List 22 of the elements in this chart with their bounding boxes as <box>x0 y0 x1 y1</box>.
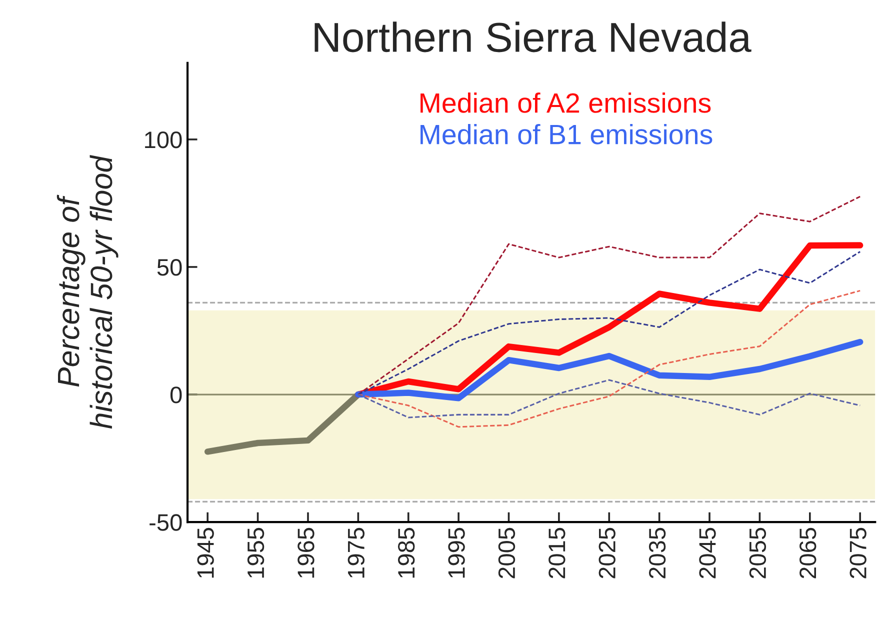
x-tick-label: 1985 <box>398 528 415 578</box>
text: Median of A2 emissions <box>420 92 711 113</box>
text: Median of B1 emissions <box>420 124 712 144</box>
x-tick-label: 1975 <box>348 528 365 578</box>
x-tick-label: 2055 <box>749 528 766 578</box>
y-tick-label: 50 <box>157 259 182 276</box>
x-tick-label: 2015 <box>548 528 566 578</box>
x-tick-label: 1945 <box>197 528 214 578</box>
y-tick-label: -50 <box>150 514 182 531</box>
x-tick-label: 2075 <box>850 528 866 578</box>
x-tick-label: 2005 <box>498 528 516 578</box>
x-tick-label: 1995 <box>448 528 465 578</box>
y-axis-title: Percentage of historical 50-yr flood <box>56 154 118 429</box>
x-tick-label: 2025 <box>598 528 616 578</box>
x-tick-label: 2065 <box>800 528 816 578</box>
y-tick-label: 100 <box>145 131 182 148</box>
x-tick-label: 1955 <box>247 528 264 578</box>
x-tick-label: 1965 <box>298 528 314 578</box>
y-tick-label: 0 <box>170 386 182 404</box>
x-tick-label: 2045 <box>699 528 716 578</box>
x-tick-label: 2035 <box>648 528 666 578</box>
chart-title: Northern Sierra Nevada <box>314 22 752 52</box>
